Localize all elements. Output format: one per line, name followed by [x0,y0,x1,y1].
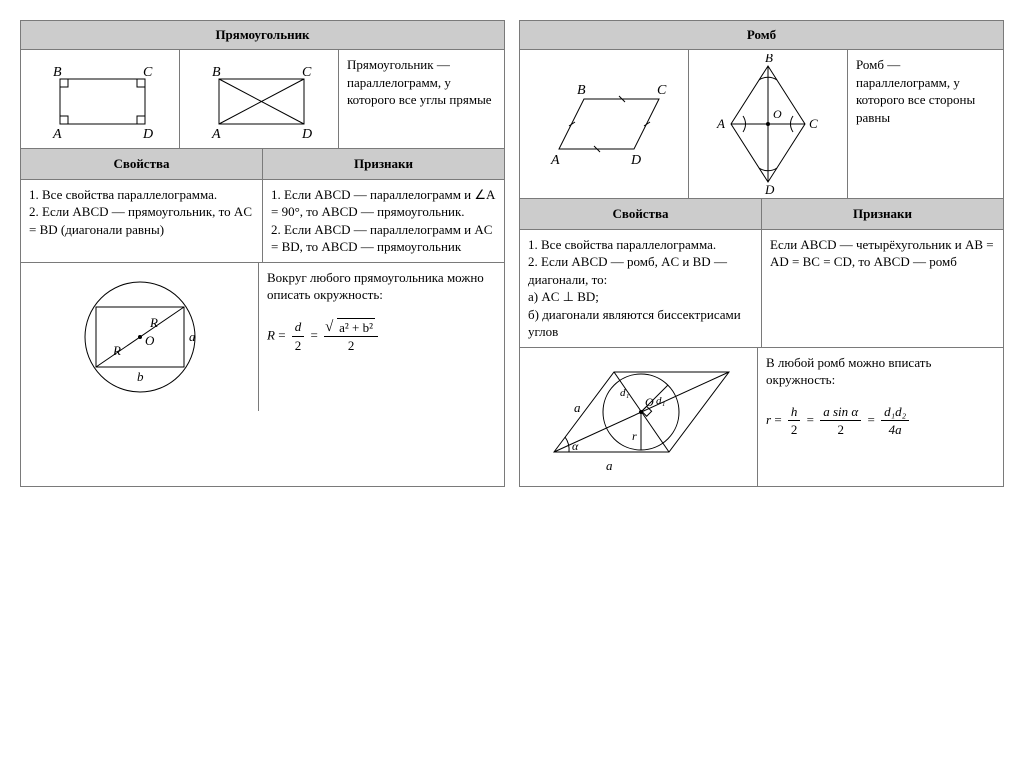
rectangle-props: 1. Все свойства параллелограмма. 2. Если… [21,180,263,262]
rectangle-fig2: B C A D [180,50,339,148]
rectangle-body-row: 1. Все свойства параллелограмма. 2. Если… [21,180,504,263]
rectangle-definition: Прямоугольник — параллелограмм, у которо… [339,50,504,148]
svg-text:A: A [550,153,560,168]
svg-text:D: D [301,127,312,142]
svg-text:A: A [52,127,62,142]
svg-text:d₁: d₁ [656,395,666,407]
svg-text:C: C [302,65,312,80]
rhombus-svg-1: B C A D [529,74,679,174]
rectangle-props-head: Свойства [21,149,263,179]
rectangle-circ-row: O R R a b Вокруг любого прямоугольника м… [21,263,504,411]
svg-text:C: C [657,83,667,98]
svg-text:O: O [145,333,155,348]
rectangle-circ-caption: Вокруг любого прямоугольника можно описа… [267,269,496,304]
rectangle-def-row: B C A D B C A D Прямоугольник — па [21,50,504,149]
rectangle-svg-1: B C A D [35,54,165,144]
svg-text:B: B [765,54,773,65]
rhombus-fig1: B C A D [520,50,689,198]
rhombus-def-row: B C A D B C [520,50,1003,199]
svg-text:R: R [149,315,158,330]
svg-text:A: A [716,116,725,131]
svg-text:A: A [211,127,221,142]
rectangle-formula: R = d2 = a² + b² 2 [267,318,496,355]
rhombus-crit: Если ABCD — четырёхугольник и AB = AD = … [762,230,1003,347]
svg-text:C: C [143,65,153,80]
rhombus-circ-row: a α O r d₁ d₁ a В любой ромб можно вписа… [520,348,1003,486]
rhombus-fig2: B C D A O [689,50,848,198]
rhombus-title: Ромб [520,21,1003,50]
rectangle-circ-fig: O R R a b [21,263,259,411]
rhombus-panel: Ромб B C A D [519,20,1004,487]
svg-text:D: D [764,182,775,194]
svg-text:a: a [574,400,581,415]
rhombus-circ-text: В любой ромб можно вписать окружность: r… [758,348,1003,486]
rhombus-body-row: 1. Все свойства параллелограмма. 2. Если… [520,230,1003,348]
rectangle-fig1: B C A D [21,50,180,148]
rhombus-circ-svg: a α O r d₁ d₁ a [534,352,744,482]
rectangle-def-text: Прямоугольник — параллелограмм, у которо… [347,57,492,107]
rectangle-circ-svg: O R R a b [55,267,225,407]
svg-text:B: B [53,65,62,80]
rectangle-panel: Прямоугольник B C A D [20,20,505,487]
rectangle-subhead-row: Свойства Признаки [21,149,504,180]
rhombus-svg-2: B C D A O [703,54,833,194]
rhombus-formula: r = h2 = a sin α2 = d₁d₂4a [766,403,995,439]
rhombus-circ-caption: В любой ромб можно вписать окружность: [766,354,995,389]
rectangle-title: Прямоугольник [21,21,504,50]
rectangle-svg-2: B C A D [194,54,324,144]
rhombus-definition: Ромб — параллелограмм, у которого все ст… [848,50,1003,198]
svg-text:r: r [632,429,637,443]
svg-text:O: O [773,107,782,121]
rhombus-props-head: Свойства [520,199,762,229]
rectangle-circ-text: Вокруг любого прямоугольника можно описа… [259,263,504,411]
svg-text:α: α [572,439,579,453]
rhombus-props: 1. Все свойства параллелограмма. 2. Если… [520,230,762,347]
svg-text:a: a [189,329,196,344]
page: Прямоугольник B C A D [20,20,1004,487]
svg-text:O: O [645,395,654,409]
rectangle-crit: 1. Если ABCD — параллелограмм и ∠A = 90°… [263,180,504,262]
rhombus-circ-fig: a α O r d₁ d₁ a [520,348,758,486]
svg-text:R: R [112,343,121,358]
rhombus-crit-head: Признаки [762,199,1003,229]
rhombus-subhead-row: Свойства Признаки [520,199,1003,230]
svg-text:B: B [577,83,586,98]
svg-text:C: C [809,116,818,131]
svg-text:B: B [212,65,221,80]
svg-text:D: D [630,153,641,168]
svg-text:D: D [142,127,153,142]
svg-text:a: a [606,458,613,473]
rhombus-def-text: Ромб — параллелограмм, у которого все ст… [856,57,975,125]
svg-text:b: b [137,369,144,384]
svg-text:d₁: d₁ [620,387,630,399]
rectangle-crit-head: Признаки [263,149,504,179]
